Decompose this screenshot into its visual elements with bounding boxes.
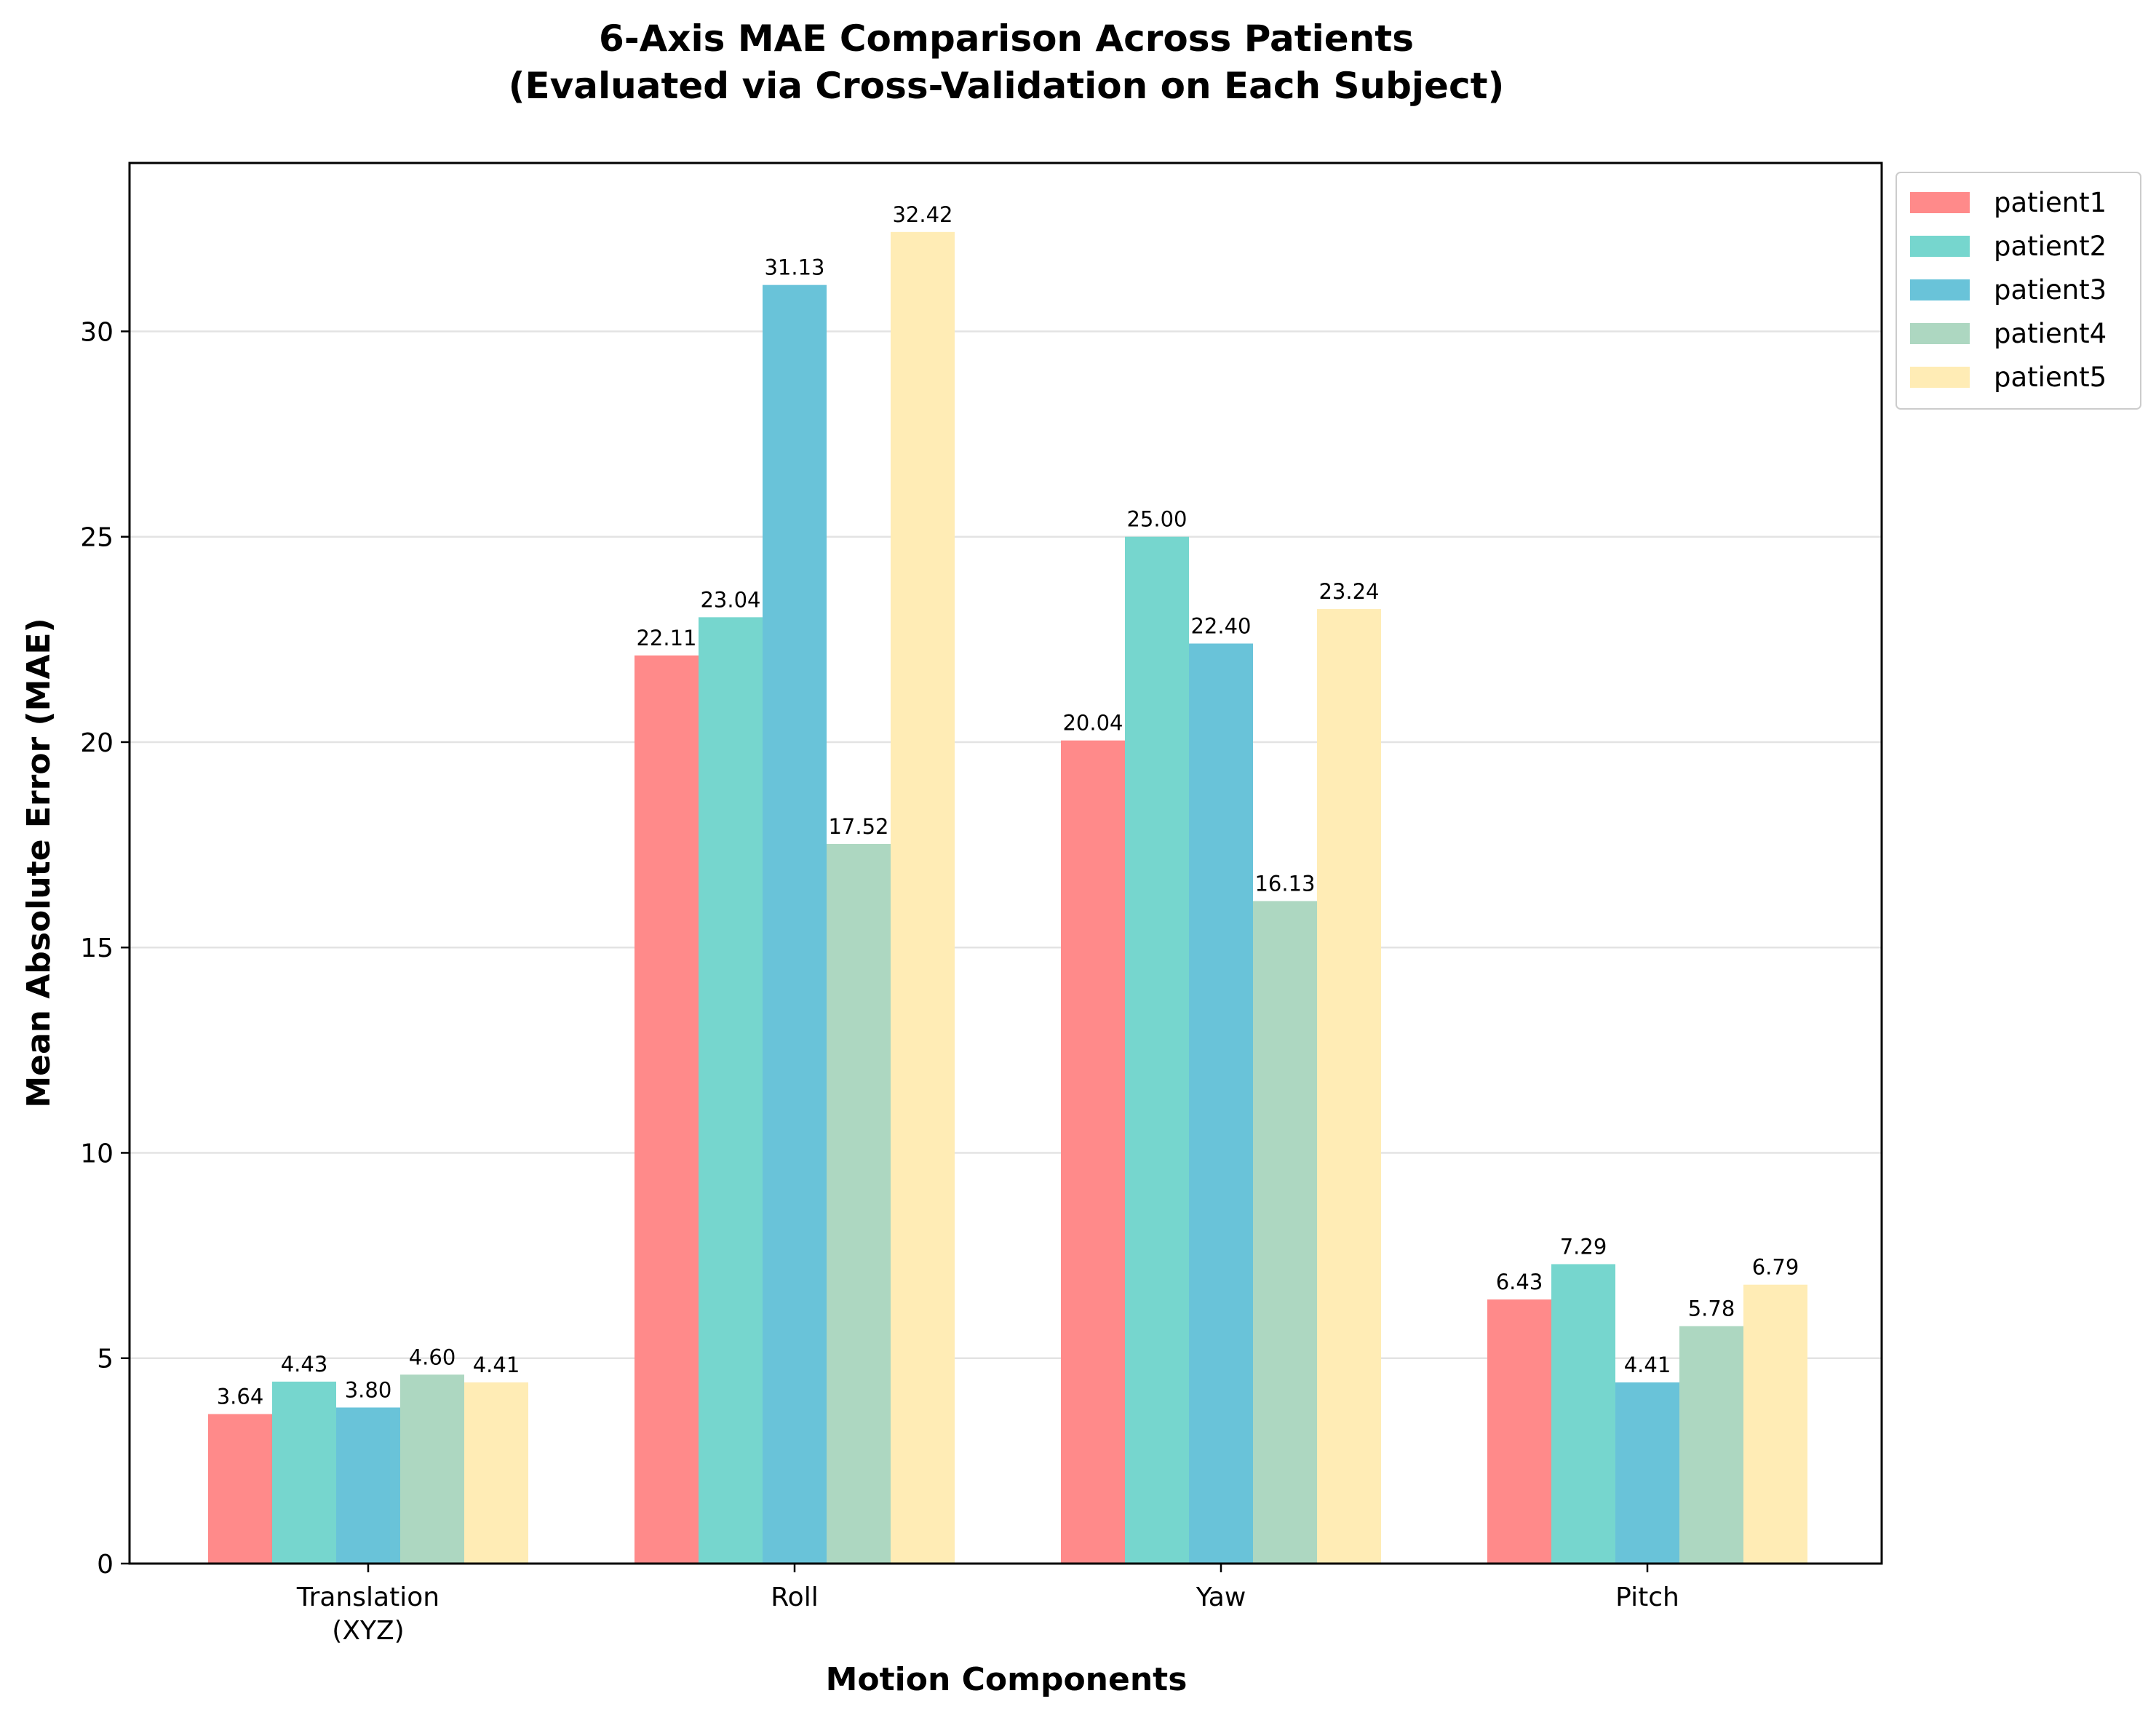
bar-patient4 — [827, 843, 891, 1564]
legend-swatch-patient2 — [1910, 236, 1970, 257]
legend-label-patient4: patient4 — [1994, 318, 2107, 349]
value-label: 4.43 — [281, 1352, 328, 1377]
grid-lines — [130, 330, 1882, 1359]
bar-patient5 — [891, 231, 955, 1564]
legend-label-patient3: patient3 — [1994, 274, 2107, 306]
y-axis-ticks: 0 5 10 15 20 25 30 — [80, 317, 130, 1580]
value-label: 3.64 — [217, 1385, 264, 1409]
y-tick-label: 0 — [97, 1550, 114, 1580]
value-label: 25.00 — [1126, 507, 1187, 532]
value-label: 3.80 — [345, 1377, 392, 1402]
value-label: 22.11 — [636, 626, 696, 650]
x-tick-label: Translation (XYZ) — [296, 1582, 439, 1646]
y-tick-label: 20 — [80, 728, 114, 758]
legend-label-patient1: patient1 — [1994, 187, 2107, 218]
value-label: 6.43 — [1496, 1270, 1543, 1294]
value-label: 4.60 — [409, 1345, 456, 1369]
bar-patient2 — [1551, 1264, 1615, 1564]
legend-label-patient5: patient5 — [1994, 362, 2107, 393]
value-label: 22.40 — [1190, 613, 1251, 638]
legend-swatch-patient1 — [1910, 192, 1970, 213]
bar-patient4 — [1679, 1326, 1743, 1564]
x-axis-ticks: Translation (XYZ) Roll Yaw Pitch — [296, 1564, 1679, 1646]
bar-patient3 — [336, 1407, 400, 1564]
bar-patient5 — [1743, 1284, 1807, 1564]
bar-patient1 — [635, 655, 699, 1564]
bar-patient3 — [763, 284, 827, 1564]
bar-patient4 — [400, 1374, 464, 1564]
legend-label-patient2: patient2 — [1994, 231, 2107, 262]
bars — [208, 231, 1807, 1564]
x-tick-label: Roll — [771, 1582, 818, 1612]
chart-subtitle: (Evaluated via Cross-Validation on Each … — [509, 65, 1505, 107]
value-label: 16.13 — [1254, 871, 1315, 896]
value-label: 31.13 — [764, 255, 824, 280]
bar-patient2 — [1125, 536, 1189, 1564]
value-label: 4.41 — [473, 1353, 520, 1377]
bar-patient1 — [1061, 740, 1125, 1564]
value-label: 17.52 — [828, 814, 888, 839]
bar-patient3 — [1615, 1382, 1679, 1564]
y-tick-label: 25 — [80, 523, 114, 553]
bar-patient2 — [699, 617, 763, 1564]
value-label: 23.24 — [1318, 579, 1379, 604]
chart-title: 6-Axis MAE Comparison Across Patients — [599, 17, 1414, 60]
y-tick-label: 5 — [97, 1345, 114, 1374]
value-label: 6.79 — [1752, 1255, 1799, 1280]
value-label: 23.04 — [700, 587, 760, 612]
bar-patient5 — [464, 1382, 528, 1564]
bar-patient1 — [208, 1414, 272, 1564]
bar-patient5 — [1317, 609, 1381, 1564]
y-tick-label: 30 — [80, 317, 114, 347]
bar-patient2 — [272, 1381, 336, 1564]
value-label: 7.29 — [1560, 1234, 1607, 1259]
x-tick-label: Yaw — [1196, 1582, 1246, 1612]
bar-patient3 — [1189, 643, 1253, 1564]
legend-swatch-patient3 — [1910, 279, 1970, 300]
bar-patient4 — [1253, 901, 1317, 1564]
y-axis-label: Mean Absolute Error (MAE) — [20, 618, 57, 1107]
value-label: 4.41 — [1624, 1353, 1671, 1377]
value-label: 5.78 — [1688, 1297, 1735, 1321]
bar-patient1 — [1487, 1299, 1551, 1564]
legend: patient1 patient2 patient3 patient4 patient5 — [1896, 172, 2141, 410]
x-tick-label: Pitch — [1615, 1582, 1679, 1612]
legend-swatch-patient5 — [1910, 367, 1970, 388]
legend-swatch-patient4 — [1910, 323, 1970, 344]
y-tick-label: 10 — [80, 1139, 114, 1168]
y-tick-label: 15 — [80, 933, 114, 963]
x-axis-label: Motion Components — [826, 1661, 1188, 1698]
value-label: 20.04 — [1062, 711, 1123, 736]
plot-frame — [128, 162, 1883, 1565]
value-label: 32.42 — [892, 202, 952, 227]
legend-frame — [1896, 172, 2141, 410]
